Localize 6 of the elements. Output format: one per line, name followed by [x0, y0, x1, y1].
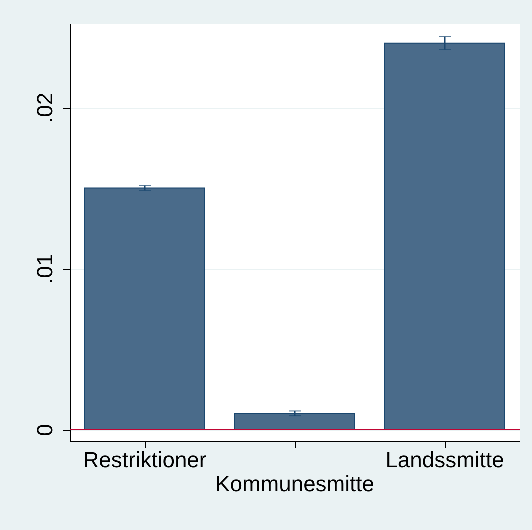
- y-tick-label: 0: [32, 424, 58, 436]
- x-tick-label: Restriktioner: [83, 448, 207, 472]
- x-tick-label: Landssmitte: [386, 448, 504, 472]
- x-tick-label: Kommunesmitte: [216, 472, 374, 496]
- y-tick-label: .01: [32, 254, 58, 285]
- y-tick-label: .02: [32, 92, 58, 124]
